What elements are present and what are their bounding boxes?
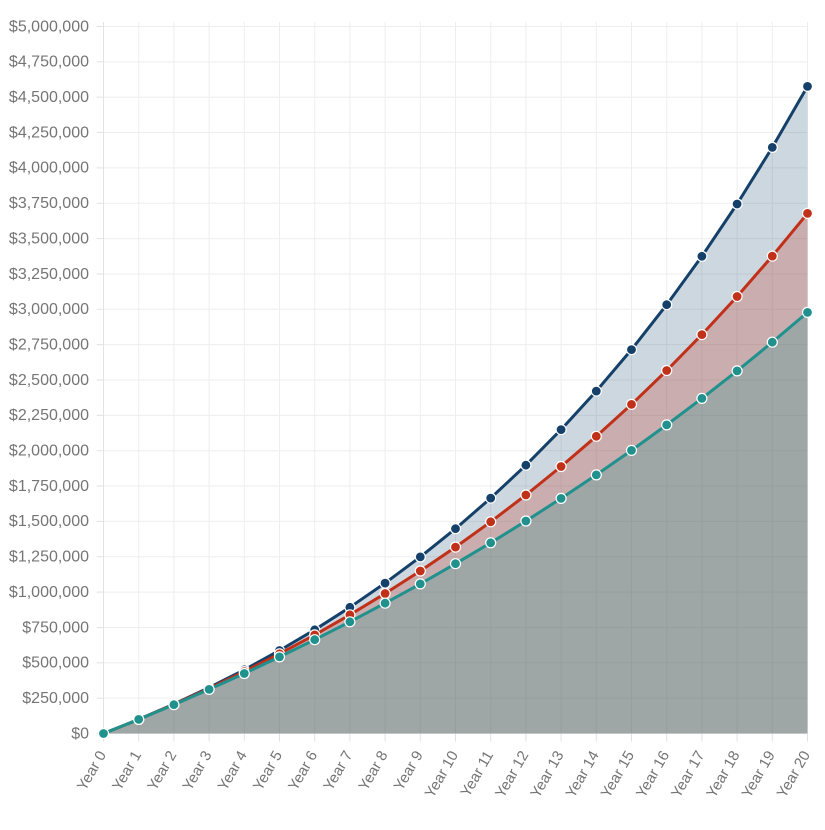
svg-text:$2,000,000: $2,000,000 <box>9 443 89 460</box>
svg-text:$4,500,000: $4,500,000 <box>9 89 89 106</box>
svg-text:$1,000,000: $1,000,000 <box>9 584 89 601</box>
svg-text:$0: $0 <box>71 725 89 742</box>
svg-text:$1,250,000: $1,250,000 <box>9 549 89 566</box>
svg-text:$4,000,000: $4,000,000 <box>9 160 89 177</box>
svg-text:$2,500,000: $2,500,000 <box>9 372 89 389</box>
svg-text:$4,750,000: $4,750,000 <box>9 54 89 71</box>
svg-text:$500,000: $500,000 <box>22 655 89 672</box>
svg-text:$1,750,000: $1,750,000 <box>9 478 89 495</box>
svg-text:$2,250,000: $2,250,000 <box>9 407 89 424</box>
svg-text:$3,500,000: $3,500,000 <box>9 230 89 247</box>
svg-text:$3,250,000: $3,250,000 <box>9 266 89 283</box>
svg-text:$1,500,000: $1,500,000 <box>9 513 89 530</box>
svg-text:$4,250,000: $4,250,000 <box>9 124 89 141</box>
svg-text:$250,000: $250,000 <box>22 690 89 707</box>
svg-text:$5,000,000: $5,000,000 <box>9 18 89 35</box>
svg-text:$2,750,000: $2,750,000 <box>9 336 89 353</box>
svg-text:$750,000: $750,000 <box>22 619 89 636</box>
svg-text:$3,750,000: $3,750,000 <box>9 195 89 212</box>
svg-text:$3,000,000: $3,000,000 <box>9 301 89 318</box>
